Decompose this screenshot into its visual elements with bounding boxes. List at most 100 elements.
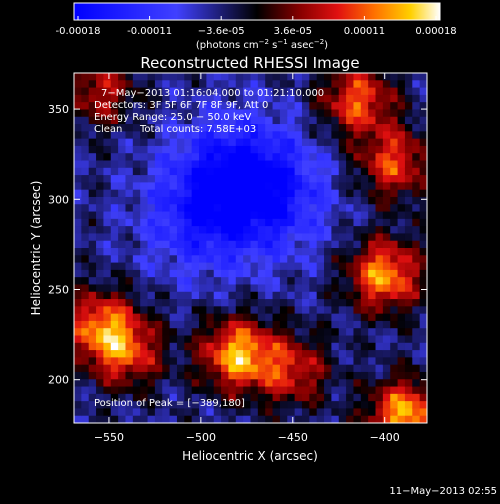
heatmap-cell (301, 277, 310, 286)
heatmap-cell (154, 87, 163, 96)
heatmap-cell (184, 342, 193, 351)
heatmap-cell (353, 393, 362, 402)
heatmap-cell (213, 94, 222, 103)
heatmap-cell (346, 342, 355, 351)
heatmap-cell (125, 335, 134, 344)
heatmap-cell (279, 160, 288, 169)
heatmap-cell (206, 218, 215, 227)
heatmap-cell (397, 175, 406, 183)
heatmap-cell (412, 335, 421, 344)
heatmap-cell (368, 80, 377, 89)
heatmap-cell (125, 189, 134, 198)
heatmap-cell (419, 189, 427, 198)
heatmap-cell (272, 204, 281, 213)
heatmap-cell (132, 102, 141, 111)
heatmap-cell (74, 415, 82, 423)
heatmap-cell (81, 342, 90, 351)
heatmap-cell (360, 335, 369, 344)
heatmap-cell (81, 255, 90, 264)
heatmap-cell (191, 306, 200, 315)
heatmap-cell (353, 240, 362, 249)
heatmap-cell (221, 320, 230, 329)
heatmap-cell (404, 262, 413, 271)
heatmap-cell (301, 116, 310, 125)
heatmap-cell (103, 401, 112, 410)
heatmap-cell (191, 408, 200, 417)
heatmap-cell (404, 269, 413, 278)
heatmap-cell (96, 320, 105, 329)
heatmap-cell (228, 240, 237, 249)
heatmap-cell (309, 240, 318, 249)
heatmap-cell (125, 211, 134, 220)
heatmap-cell (301, 401, 310, 410)
heatmap-cell (140, 350, 149, 358)
heatmap-cell (169, 408, 178, 417)
heatmap-cell (397, 408, 406, 417)
heatmap-cell (206, 277, 215, 286)
heatmap-cell (346, 248, 355, 256)
heatmap-cell (331, 248, 340, 256)
heatmap-cell (309, 335, 318, 344)
y-tick-label: 300 (48, 193, 69, 206)
heatmap-cell (294, 240, 303, 249)
heatmap-cell (338, 269, 347, 278)
heatmap-cell (279, 357, 288, 366)
heatmap-cell (250, 189, 259, 198)
heatmap-cell (228, 73, 237, 81)
heatmap-cell (243, 116, 252, 125)
heatmap-cell (110, 116, 119, 125)
heatmap-cell (353, 306, 362, 315)
heatmap-cell (140, 182, 149, 191)
heatmap-cell (169, 328, 178, 337)
heatmap-cell (81, 269, 90, 278)
heatmap-cell (397, 116, 406, 125)
heatmap-cell (213, 211, 222, 220)
heatmap-cell (228, 189, 237, 198)
heatmap-cell (81, 291, 90, 300)
heatmap-cell (397, 350, 406, 358)
heatmap-cell (206, 116, 215, 125)
heatmap-cell (81, 357, 90, 366)
heatmap-cell (309, 357, 318, 366)
heatmap-cell (199, 145, 207, 154)
heatmap-cell (162, 364, 171, 373)
heatmap-cell (213, 320, 222, 329)
heatmap-cell (375, 255, 384, 264)
heatmap-cell (309, 408, 318, 417)
heatmap-cell (176, 277, 185, 286)
heatmap-cell (316, 153, 325, 162)
heatmap-cell (147, 160, 156, 169)
heatmap-cell (162, 379, 171, 388)
heatmap-cell (309, 204, 318, 213)
heatmap-cell (419, 284, 427, 293)
heatmap-cell (346, 87, 355, 96)
heatmap-cell (243, 350, 252, 358)
heatmap-cell (243, 196, 252, 205)
heatmap-cell (360, 167, 369, 176)
heatmap-cell (279, 248, 288, 256)
heatmap-cell (110, 226, 119, 235)
heatmap-cell (191, 386, 200, 395)
heatmap-cell (162, 87, 171, 96)
heatmap-cell (147, 211, 156, 220)
heatmap-cell (272, 364, 281, 373)
heatmap-cell (397, 153, 406, 162)
heatmap-cell (74, 182, 82, 191)
heatmap-cell (412, 371, 421, 380)
heatmap-cell (324, 262, 332, 271)
colorbar-ticks: -0.00018 -0.00011 −3.6e-05 3.6e-05 0.00011 0.… (56, 16, 457, 37)
heatmap-cell (176, 175, 185, 183)
heatmap-cell (287, 80, 296, 89)
heatmap-cell (250, 124, 259, 132)
heatmap-cell (125, 138, 134, 147)
heatmap-cell (74, 226, 82, 235)
heatmap-cell (368, 211, 377, 220)
heatmap-cell (360, 138, 369, 147)
heatmap-cell (96, 160, 105, 169)
heatmap-cell (96, 364, 105, 373)
heatmap-cell (309, 306, 318, 315)
heatmap-cell (213, 379, 222, 388)
heatmap-cell (169, 94, 178, 103)
heatmap-cell (74, 401, 82, 410)
heatmap-cell (147, 357, 156, 366)
